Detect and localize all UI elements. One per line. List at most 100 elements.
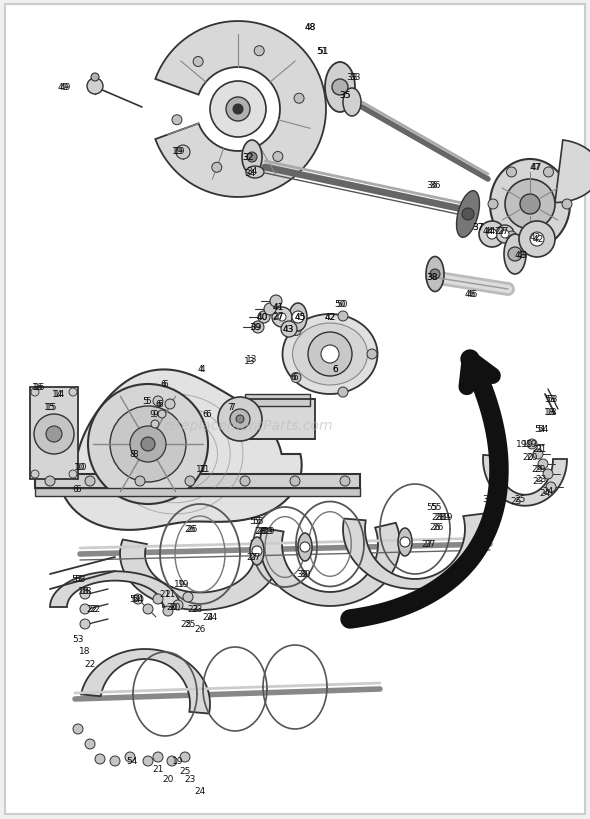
Ellipse shape — [398, 528, 412, 556]
Circle shape — [479, 222, 505, 247]
Text: 24: 24 — [539, 489, 550, 498]
Polygon shape — [483, 455, 567, 506]
Polygon shape — [260, 523, 400, 606]
Text: 20: 20 — [169, 603, 181, 612]
Text: 27: 27 — [273, 312, 284, 321]
Ellipse shape — [504, 235, 526, 274]
Circle shape — [31, 470, 39, 478]
Text: 43: 43 — [514, 250, 526, 259]
Text: 35: 35 — [339, 90, 350, 99]
Text: 25: 25 — [510, 497, 522, 506]
Circle shape — [153, 595, 163, 604]
Text: 19: 19 — [172, 757, 183, 766]
Circle shape — [538, 459, 548, 469]
Circle shape — [519, 222, 555, 258]
Polygon shape — [120, 535, 280, 610]
Text: 4: 4 — [199, 365, 205, 374]
Text: 45: 45 — [294, 313, 306, 322]
Text: 18: 18 — [546, 408, 558, 417]
Text: 38: 38 — [426, 274, 438, 283]
Ellipse shape — [325, 63, 355, 113]
Text: 19: 19 — [526, 440, 537, 449]
Circle shape — [233, 105, 243, 115]
Text: 18: 18 — [78, 586, 90, 595]
Text: 36: 36 — [426, 180, 438, 189]
Text: 19: 19 — [172, 147, 183, 156]
Text: 29: 29 — [535, 465, 546, 474]
Circle shape — [543, 232, 553, 242]
Text: 6: 6 — [75, 485, 81, 494]
Text: 54: 54 — [537, 425, 549, 434]
Text: 53: 53 — [74, 575, 86, 584]
Text: 7: 7 — [227, 403, 233, 412]
Circle shape — [125, 752, 135, 762]
Circle shape — [31, 388, 39, 396]
Text: 6: 6 — [155, 400, 161, 409]
Circle shape — [212, 163, 222, 173]
Text: 20: 20 — [526, 453, 537, 462]
Circle shape — [91, 74, 99, 82]
Text: 20: 20 — [166, 603, 178, 612]
Bar — [245, 395, 310, 406]
Text: 6: 6 — [162, 380, 168, 389]
Text: 22: 22 — [89, 604, 101, 613]
Circle shape — [546, 482, 556, 492]
Text: 27: 27 — [494, 227, 506, 236]
Circle shape — [294, 94, 304, 104]
Text: 25: 25 — [181, 620, 192, 629]
Ellipse shape — [283, 314, 378, 395]
Text: 23: 23 — [532, 477, 544, 486]
Text: 19: 19 — [178, 580, 190, 589]
Circle shape — [226, 98, 250, 122]
Circle shape — [340, 477, 350, 486]
Circle shape — [308, 333, 352, 377]
Circle shape — [143, 604, 153, 614]
Circle shape — [173, 600, 183, 610]
Circle shape — [163, 606, 173, 616]
Text: 19: 19 — [439, 513, 451, 522]
Text: 38: 38 — [426, 274, 438, 283]
Text: 6: 6 — [332, 365, 338, 374]
Circle shape — [180, 752, 190, 762]
Text: 26: 26 — [432, 523, 444, 532]
Circle shape — [95, 754, 105, 764]
Circle shape — [80, 590, 90, 600]
Text: 11: 11 — [196, 465, 208, 474]
Text: 19: 19 — [174, 147, 186, 156]
Text: 23: 23 — [535, 475, 547, 484]
Bar — [30, 387, 78, 479]
Polygon shape — [343, 514, 487, 589]
Text: 19: 19 — [174, 580, 186, 589]
Text: 31: 31 — [486, 495, 498, 504]
Circle shape — [300, 542, 310, 552]
Circle shape — [185, 477, 195, 486]
Text: 33: 33 — [346, 74, 358, 83]
Ellipse shape — [289, 304, 307, 332]
Circle shape — [291, 326, 301, 336]
Text: 35: 35 — [339, 90, 350, 99]
Circle shape — [193, 57, 203, 67]
Text: 19: 19 — [262, 527, 274, 536]
Ellipse shape — [250, 537, 264, 565]
Circle shape — [252, 322, 264, 333]
Text: 24: 24 — [542, 487, 553, 495]
Text: 6: 6 — [160, 380, 166, 389]
Text: 32: 32 — [242, 152, 254, 161]
Text: 23: 23 — [191, 604, 203, 613]
Text: 50: 50 — [335, 300, 346, 309]
Circle shape — [533, 450, 543, 459]
Ellipse shape — [343, 89, 361, 117]
Circle shape — [281, 322, 297, 337]
Circle shape — [430, 269, 440, 279]
Text: 39: 39 — [249, 324, 261, 332]
Circle shape — [520, 195, 540, 215]
Circle shape — [130, 427, 166, 463]
Circle shape — [290, 477, 300, 486]
Text: 28: 28 — [434, 513, 445, 522]
Text: 9: 9 — [152, 410, 158, 419]
Text: 41: 41 — [273, 303, 284, 312]
Text: 18: 18 — [81, 586, 93, 595]
Text: 10: 10 — [76, 463, 88, 472]
Text: 40: 40 — [256, 313, 268, 322]
Circle shape — [236, 415, 244, 423]
